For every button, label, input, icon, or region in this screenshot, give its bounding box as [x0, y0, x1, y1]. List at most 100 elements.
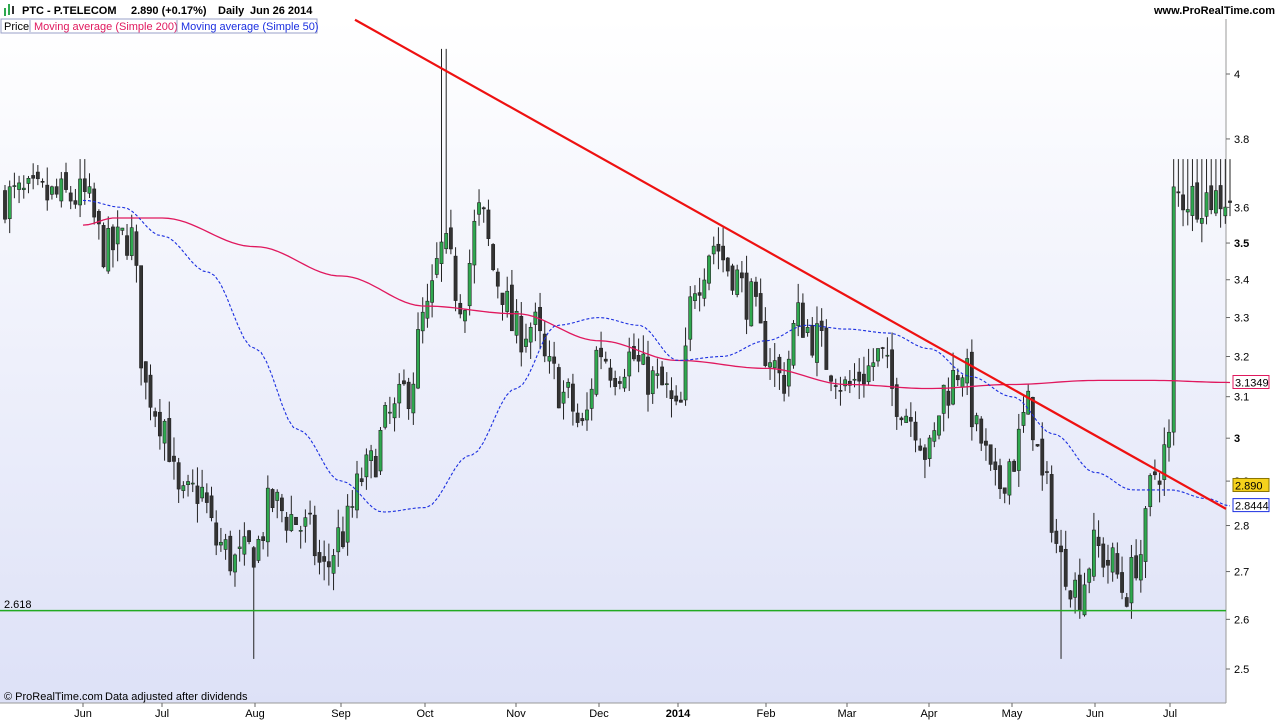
candle	[1068, 590, 1073, 608]
candle	[528, 322, 533, 359]
candle	[1190, 159, 1195, 232]
x-tick-label: Sep	[331, 708, 351, 720]
candle	[561, 380, 566, 420]
candle	[92, 182, 97, 225]
candle	[646, 340, 650, 412]
candle	[411, 372, 416, 425]
candle	[1059, 529, 1063, 659]
candle	[96, 209, 101, 240]
candle	[768, 348, 772, 380]
candle	[763, 307, 768, 368]
candle	[946, 377, 951, 419]
x-tick-label: Jun	[74, 708, 92, 720]
candle	[289, 495, 294, 533]
candle	[251, 546, 256, 659]
candle	[373, 448, 378, 478]
candle	[17, 175, 21, 204]
candle	[524, 323, 528, 353]
candle	[721, 227, 726, 273]
candle	[1087, 567, 1092, 594]
candle	[608, 358, 613, 388]
candle	[54, 178, 59, 198]
candle	[589, 378, 594, 421]
candle	[1049, 465, 1054, 543]
candle	[359, 467, 364, 487]
candle	[223, 533, 228, 560]
candle	[383, 402, 388, 430]
candle	[632, 333, 636, 362]
candle	[1002, 487, 1007, 504]
candle	[1176, 159, 1181, 207]
x-tick-label: Dec	[589, 708, 609, 720]
candle	[810, 317, 815, 358]
legend-item-ma200: Moving average (Simple 200)	[34, 21, 178, 33]
candle	[190, 469, 195, 493]
x-tick-label: Feb	[757, 708, 776, 720]
candle	[833, 378, 838, 399]
candle	[139, 265, 144, 386]
candle	[857, 358, 862, 400]
price-axis-panel	[1226, 19, 1280, 703]
candle	[397, 373, 402, 418]
candle	[1026, 384, 1031, 415]
candle	[1007, 458, 1012, 505]
candle	[143, 361, 148, 400]
candle	[904, 408, 909, 423]
candle	[1148, 473, 1153, 517]
candles	[3, 48, 1232, 659]
svg-text:2.8444: 2.8444	[1235, 501, 1269, 513]
candle	[331, 548, 336, 591]
candle	[730, 263, 735, 295]
candle	[392, 397, 397, 432]
brand-link[interactable]: www.ProRealTime.com	[1153, 5, 1275, 17]
candle	[87, 173, 92, 199]
candle	[200, 469, 205, 502]
candle	[617, 376, 622, 390]
candle	[172, 437, 176, 480]
candle	[214, 510, 219, 556]
candle	[1096, 520, 1101, 558]
trendline	[354, 18, 1227, 510]
candle	[505, 276, 510, 318]
candle	[908, 402, 913, 437]
candle	[979, 416, 984, 451]
candle	[7, 180, 12, 234]
candle	[275, 489, 280, 519]
candle	[1157, 472, 1162, 503]
candle	[500, 292, 505, 321]
candle	[603, 351, 608, 364]
candle	[552, 341, 557, 380]
candle	[1054, 518, 1059, 554]
candle	[345, 494, 350, 556]
candle	[265, 475, 270, 557]
indicator-lines	[0, 18, 1231, 612]
x-tick-label: Jun	[1086, 708, 1104, 720]
candle	[749, 278, 754, 327]
svg-text:3.1349: 3.1349	[1235, 378, 1269, 390]
candle	[1204, 159, 1209, 225]
candle	[364, 448, 369, 490]
candle	[599, 331, 603, 370]
x-tick-label: Oct	[416, 708, 433, 720]
candle	[284, 512, 289, 543]
candle	[261, 532, 266, 550]
candle	[998, 458, 1002, 499]
candle	[467, 249, 472, 316]
candle	[815, 306, 819, 377]
candle	[571, 373, 575, 426]
candle	[1214, 159, 1218, 217]
candle	[3, 185, 7, 224]
y-tick-label: 3.1	[1234, 392, 1249, 404]
candle	[1195, 159, 1200, 223]
candle	[876, 348, 880, 367]
candle	[21, 175, 26, 199]
candle	[1082, 572, 1087, 617]
y-tick-label: 3.8	[1234, 134, 1249, 146]
candle	[317, 539, 322, 575]
candle	[683, 327, 688, 406]
candle	[918, 438, 923, 452]
candle	[247, 529, 251, 545]
candle	[406, 377, 411, 420]
candle	[702, 268, 707, 307]
candle	[336, 509, 341, 567]
